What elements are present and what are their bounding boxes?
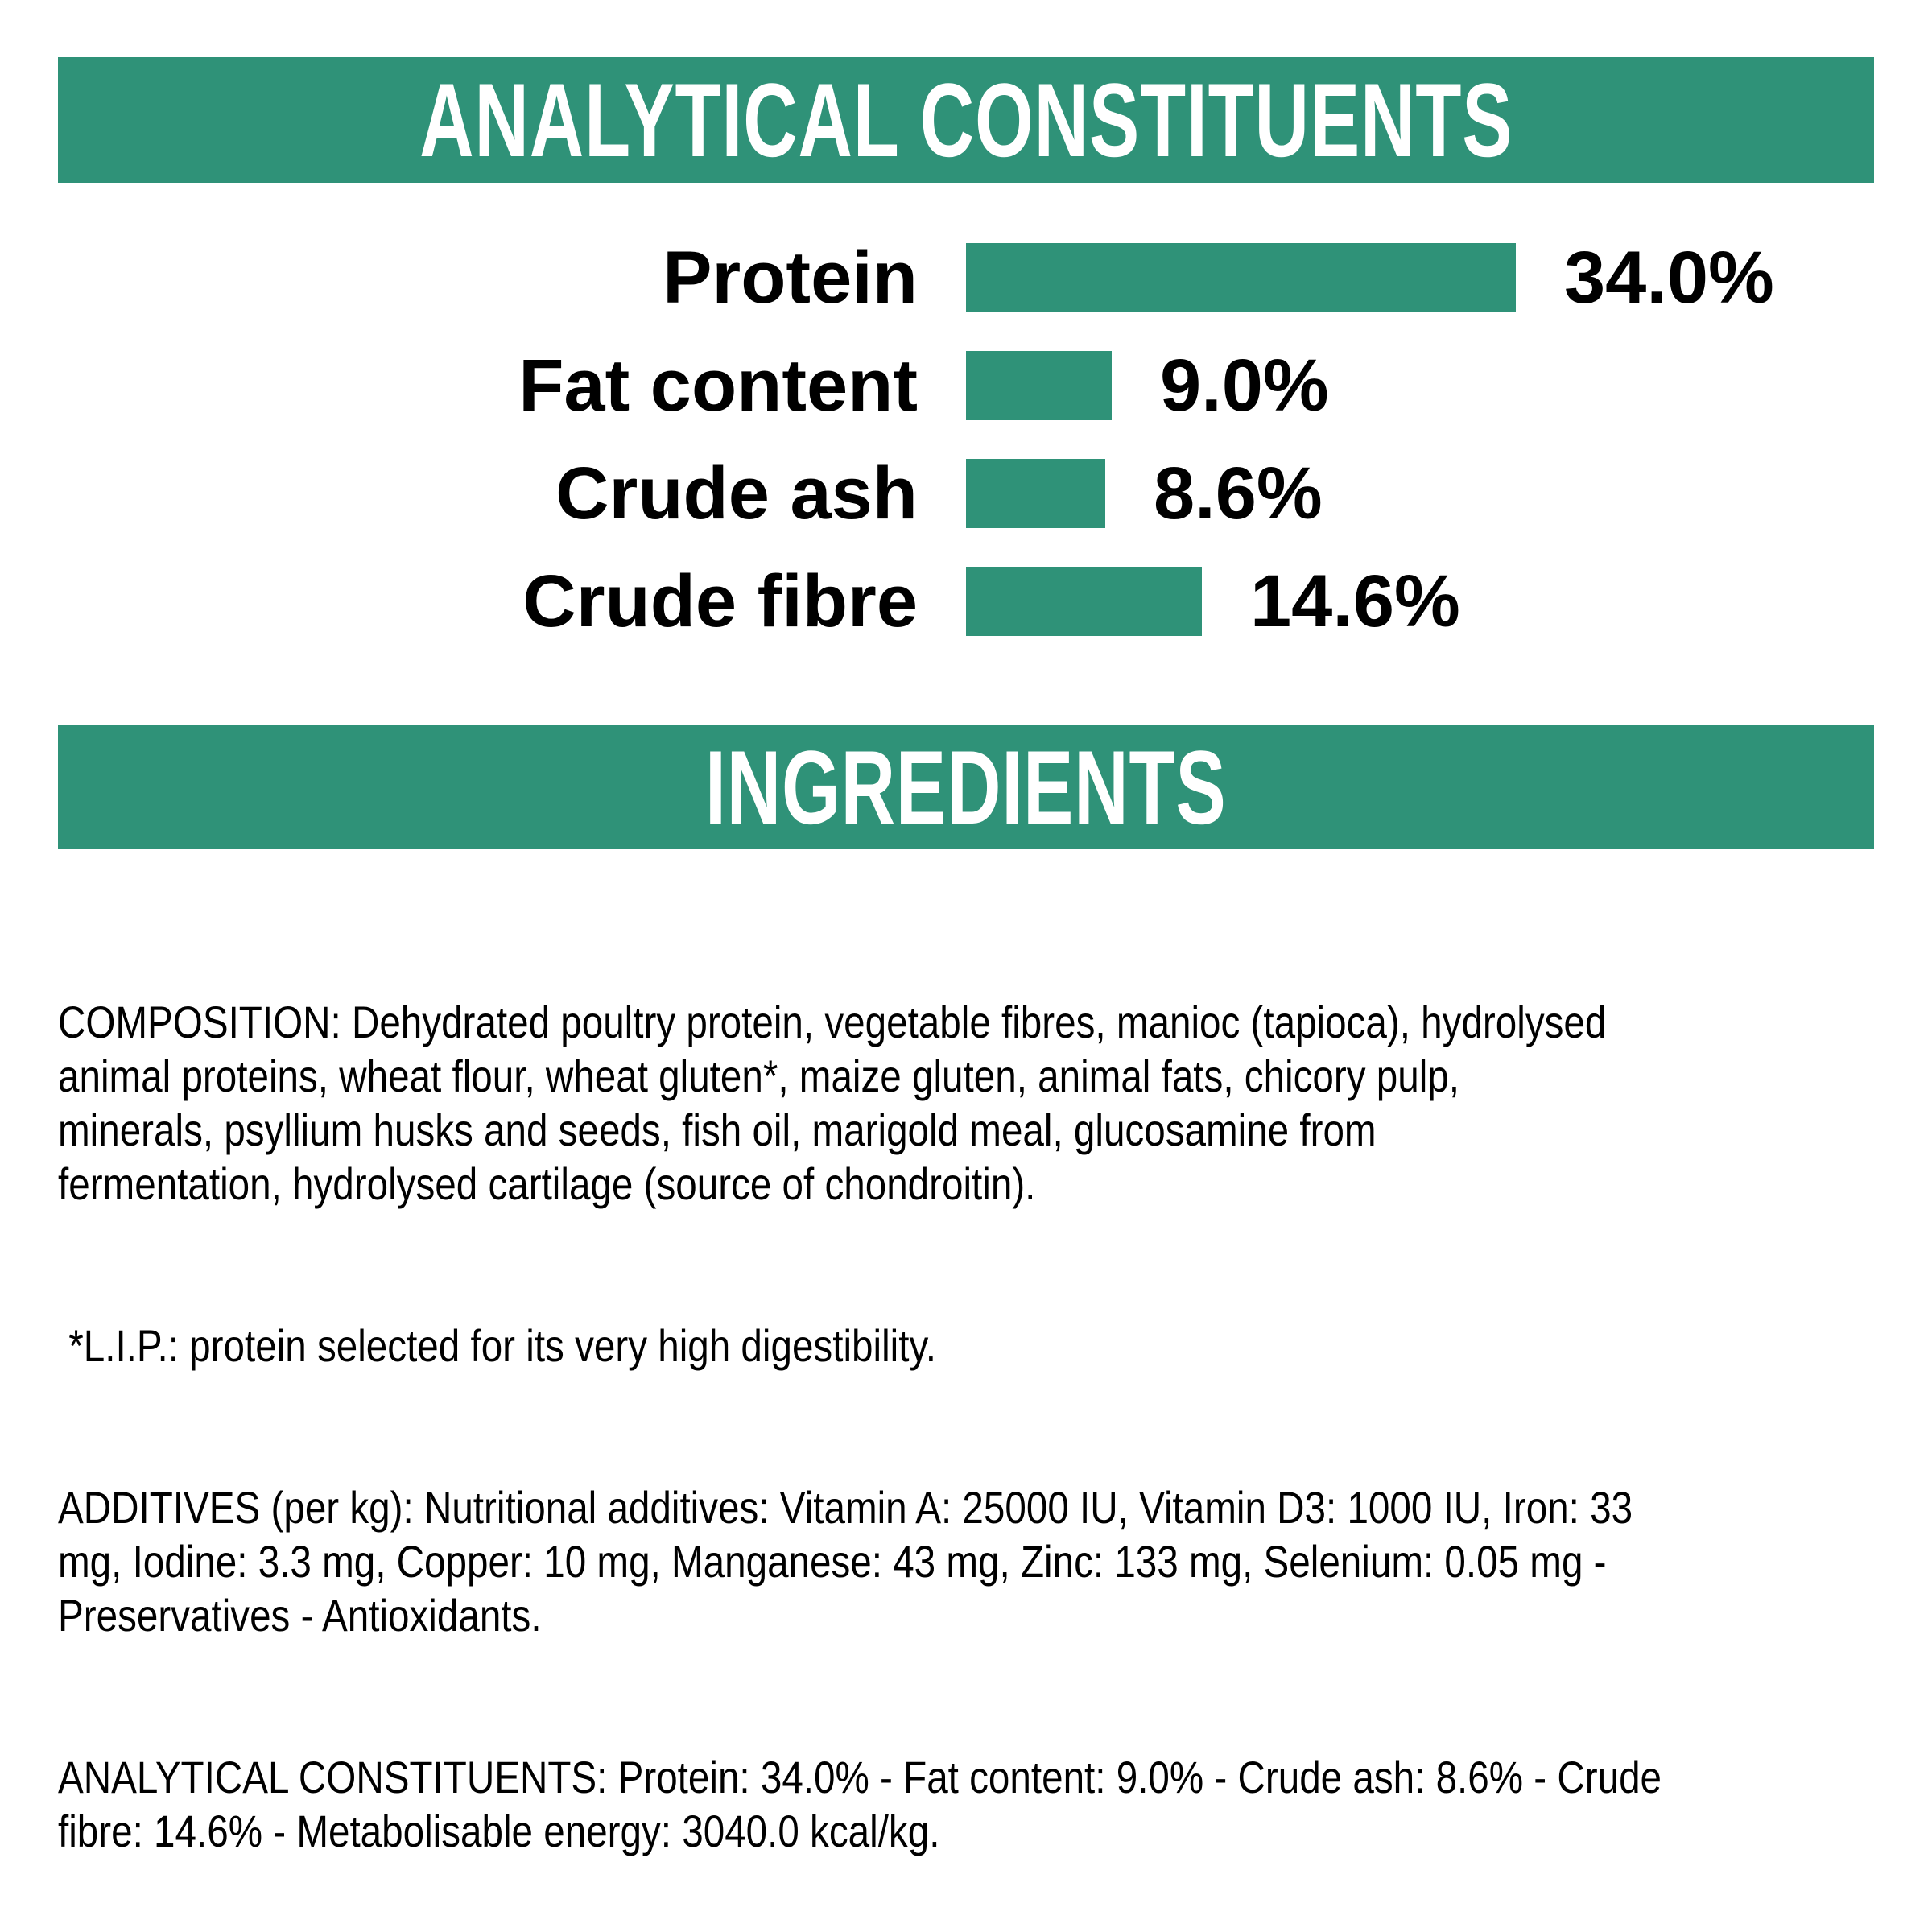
chart-value: 34.0% [1564, 237, 1774, 319]
chart-value: 8.6% [1154, 452, 1323, 535]
chart-row-label: Crude ash [555, 452, 918, 535]
chart-bar [966, 243, 1516, 312]
chart-row-label: Protein [663, 237, 918, 319]
analytical-constituents-banner: ANALYTICAL CONSTITUENTS [58, 57, 1874, 183]
chart-bar [966, 459, 1105, 528]
chart-row: Protein 34.0% [0, 237, 1932, 319]
composition-paragraph: COMPOSITION: Dehydrated poultry protein,… [58, 997, 1607, 1209]
lip-note-paragraph: *L.I.P.: protein selected for its very h… [58, 1320, 936, 1371]
chart-bar [966, 567, 1202, 636]
ingredients-title: INGREDIENTS [705, 728, 1227, 846]
chart-row: Crude fibre 14.6% [0, 560, 1932, 642]
chart-row-label: Crude fibre [522, 560, 918, 642]
chart-bar [966, 351, 1112, 420]
chart-row-label: Fat content [518, 345, 918, 427]
additives-paragraph: ADDITIVES (per kg): Nutritional additive… [58, 1482, 1633, 1641]
ingredients-text-block: COMPOSITION: Dehydrated poultry protein,… [58, 887, 1851, 1932]
analytical-summary-paragraph: ANALYTICAL CONSTITUENTS: Protein: 34.0% … [58, 1752, 1662, 1856]
ingredients-banner: INGREDIENTS [58, 724, 1874, 849]
analytical-constituents-title: ANALYTICAL CONSTITUENTS [419, 61, 1513, 179]
analytical-constituents-chart: Protein 34.0% Fat content 9.0% Crude ash 8.6%… [0, 237, 1932, 675]
chart-value: 14.6% [1250, 560, 1460, 642]
chart-row: Crude ash 8.6% [0, 452, 1932, 535]
chart-value: 9.0% [1160, 345, 1329, 427]
chart-row: Fat content 9.0% [0, 345, 1932, 427]
